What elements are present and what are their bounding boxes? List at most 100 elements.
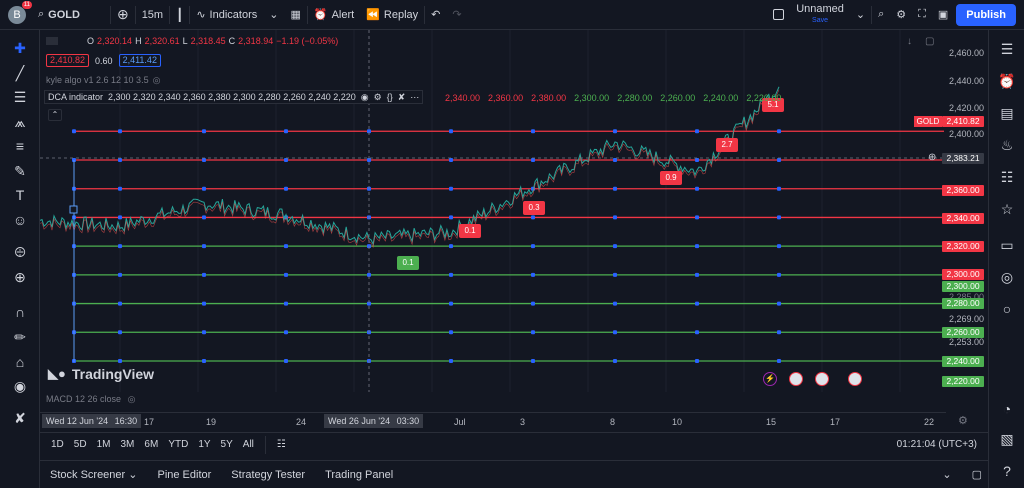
tab-pine-editor[interactable]: Pine Editor bbox=[157, 468, 212, 481]
pencil-lock-icon[interactable]: ✏ bbox=[14, 328, 26, 345]
ideas-icon[interactable]: ☆ bbox=[1000, 200, 1014, 217]
price-chart[interactable] bbox=[40, 30, 946, 392]
ask-price[interactable]: 2,411.42 bbox=[118, 54, 161, 67]
collapse-legend-button[interactable]: ⌃ bbox=[48, 109, 62, 121]
notifications-icon[interactable]: ○ bbox=[1002, 301, 1012, 317]
buy-level-box: 2,260.00 bbox=[942, 327, 984, 338]
dca-level-value: 2,380.00 bbox=[531, 93, 567, 103]
dom-icon[interactable]: ▧ bbox=[1000, 430, 1014, 447]
us-flag-event-icon[interactable] bbox=[789, 372, 803, 386]
emoji-icon[interactable]: ☺ bbox=[12, 212, 28, 228]
zoom-in-icon[interactable]: ⊕ bbox=[14, 268, 26, 285]
more-icon[interactable]: ⋯ bbox=[410, 91, 420, 102]
order-panel-icon[interactable]: ◔ bbox=[1002, 401, 1012, 417]
tab-stock-screener[interactable]: Stock Screener ⌄ bbox=[40, 468, 147, 481]
range-ytd[interactable]: YTD bbox=[168, 439, 189, 450]
time-axis[interactable]: Wed 12 Jun '24 16:30 17 19 24 Wed 26 Jun… bbox=[40, 412, 946, 430]
horizontal-lines-icon[interactable]: ☰ bbox=[13, 88, 27, 105]
dca-indicator-legend[interactable]: DCA indicator 2,300 2,320 2,340 2,360 2,… bbox=[44, 90, 424, 104]
range-6m[interactable]: 6M bbox=[144, 439, 159, 450]
range-all[interactable]: All bbox=[242, 439, 254, 450]
range-1d[interactable]: 1D bbox=[51, 439, 64, 450]
range-5y[interactable]: 5Y bbox=[220, 439, 233, 450]
watchlist-icon[interactable]: ☰ bbox=[1000, 40, 1014, 57]
trade-tag[interactable]: 0.3 bbox=[523, 201, 545, 215]
publish-button[interactable]: Publish bbox=[956, 3, 1016, 26]
layout-menu-button[interactable]: ⌄ bbox=[850, 0, 871, 30]
range-1y[interactable]: 1Y bbox=[198, 439, 211, 450]
layouts-button[interactable]: ▦ bbox=[284, 0, 306, 30]
help-icon[interactable]: ? bbox=[1003, 463, 1011, 479]
trade-tag[interactable]: 0.1 bbox=[459, 224, 481, 238]
undo-button[interactable]: ↶ bbox=[425, 0, 446, 30]
eye-off-icon[interactable]: ◎ bbox=[152, 75, 161, 85]
magnet-icon[interactable]: ∩ bbox=[14, 304, 26, 320]
eye-icon[interactable]: ◉ bbox=[360, 91, 369, 102]
collapse-panel-icon[interactable]: ⌄ bbox=[942, 469, 952, 481]
price-axis[interactable]: 2,460.00 2,440.00 2,420.00 2,400.00 GOLD… bbox=[914, 30, 988, 410]
indicator-templates-button[interactable]: ⌄ bbox=[263, 0, 284, 30]
tab-strategy-tester[interactable]: Strategy Tester bbox=[231, 468, 306, 481]
gear-icon: ⚙ bbox=[896, 9, 907, 21]
clock-timezone[interactable]: 01:21:04 (UTC+3) bbox=[896, 439, 977, 450]
alerts-clock-icon[interactable]: ⏰ bbox=[998, 72, 1016, 89]
crosshair-icon[interactable]: ✚ bbox=[14, 39, 26, 56]
source-code-icon[interactable]: {} bbox=[386, 92, 393, 102]
trash-icon[interactable]: ✘ bbox=[14, 409, 26, 426]
bid-price[interactable]: 2,410.82 bbox=[46, 54, 90, 67]
settings-button[interactable]: ⚙ bbox=[890, 0, 912, 30]
range-3m[interactable]: 3M bbox=[120, 439, 135, 450]
text-icon[interactable]: T bbox=[15, 187, 25, 203]
chat-icon[interactable]: ▭ bbox=[1000, 236, 1014, 253]
level-handle bbox=[613, 272, 617, 277]
maximize-panel-icon[interactable]: ▢ bbox=[971, 469, 982, 481]
fib-icon[interactable]: ≡ bbox=[15, 138, 25, 154]
eye-icon[interactable]: ◉ bbox=[13, 377, 27, 394]
range-5d[interactable]: 5D bbox=[73, 439, 87, 450]
tab-trading-panel[interactable]: Trading Panel bbox=[325, 468, 394, 481]
scroll-down-icon[interactable]: ↓ bbox=[907, 36, 912, 47]
add-alert-plus-icon[interactable]: ⊕ bbox=[928, 152, 937, 163]
hotlist-icon[interactable]: ♨ bbox=[1000, 136, 1014, 153]
range-1m[interactable]: 1M bbox=[96, 439, 111, 450]
trade-tag[interactable]: 0.9 bbox=[660, 171, 682, 185]
us-flag-event-icon[interactable] bbox=[848, 372, 862, 386]
alert-button[interactable]: ⏰ Alert bbox=[308, 0, 360, 30]
quick-search-button[interactable]: ⌕ bbox=[872, 0, 890, 30]
fullscreen-button[interactable]: ⛶ bbox=[912, 0, 932, 30]
select-checkbox[interactable] bbox=[767, 0, 790, 30]
calendar-icon[interactable]: ☷ bbox=[1000, 168, 1014, 185]
chart-type-button[interactable]: ┃ bbox=[170, 0, 189, 30]
snapshot-button[interactable]: ▣ bbox=[932, 0, 954, 30]
us-flag-event-icon[interactable] bbox=[815, 372, 829, 386]
layout-name-button[interactable]: Unnamed Save bbox=[790, 0, 850, 30]
level-handle bbox=[777, 272, 781, 277]
compare-button[interactable]: ⊕ bbox=[111, 0, 135, 30]
level-handle bbox=[777, 215, 781, 220]
trade-tag[interactable]: 2.7 bbox=[716, 138, 738, 152]
streams-icon[interactable]: ◎ bbox=[1000, 268, 1014, 285]
trend-line-icon[interactable]: ╱ bbox=[15, 64, 25, 81]
redo-button[interactable]: ↷ bbox=[446, 0, 467, 30]
eye-off-icon[interactable]: ◎ bbox=[127, 394, 136, 404]
trade-tag[interactable]: 0.1 bbox=[397, 256, 419, 270]
ruler-icon[interactable]: ⨸ bbox=[14, 243, 26, 260]
trash-icon[interactable]: ✘ bbox=[397, 91, 406, 102]
kyle-indicator-legend[interactable]: kyle algo v1 2.6 12 10 3.5 ◎ bbox=[46, 75, 160, 86]
interval-button[interactable]: 15m bbox=[136, 0, 169, 30]
macd-legend[interactable]: MACD 12 26 close ◎ bbox=[46, 394, 135, 405]
pattern-icon[interactable]: ⩕ bbox=[14, 113, 26, 130]
lightning-event-icon[interactable]: ⚡ bbox=[763, 372, 777, 386]
axis-settings-icon[interactable]: ⚙ bbox=[958, 415, 968, 427]
brush-icon[interactable]: ✎ bbox=[14, 162, 26, 179]
maximize-pane-icon[interactable]: ▢ bbox=[925, 36, 935, 47]
indicators-button[interactable]: ∿ Indicators bbox=[190, 0, 263, 30]
data-window-icon[interactable]: ▤ bbox=[1000, 104, 1014, 121]
gear-icon[interactable]: ⚙ bbox=[373, 91, 382, 102]
symbol-search[interactable]: ⌕ GOLD bbox=[32, 0, 86, 30]
replay-button[interactable]: ⏪ Replay bbox=[360, 0, 424, 30]
lock-icon[interactable]: ⌂ bbox=[15, 354, 25, 370]
date-range-icon[interactable]: ☷ bbox=[276, 439, 286, 450]
trade-tag[interactable]: 5.1 bbox=[762, 98, 784, 112]
user-avatar[interactable]: B 11 bbox=[8, 0, 32, 24]
